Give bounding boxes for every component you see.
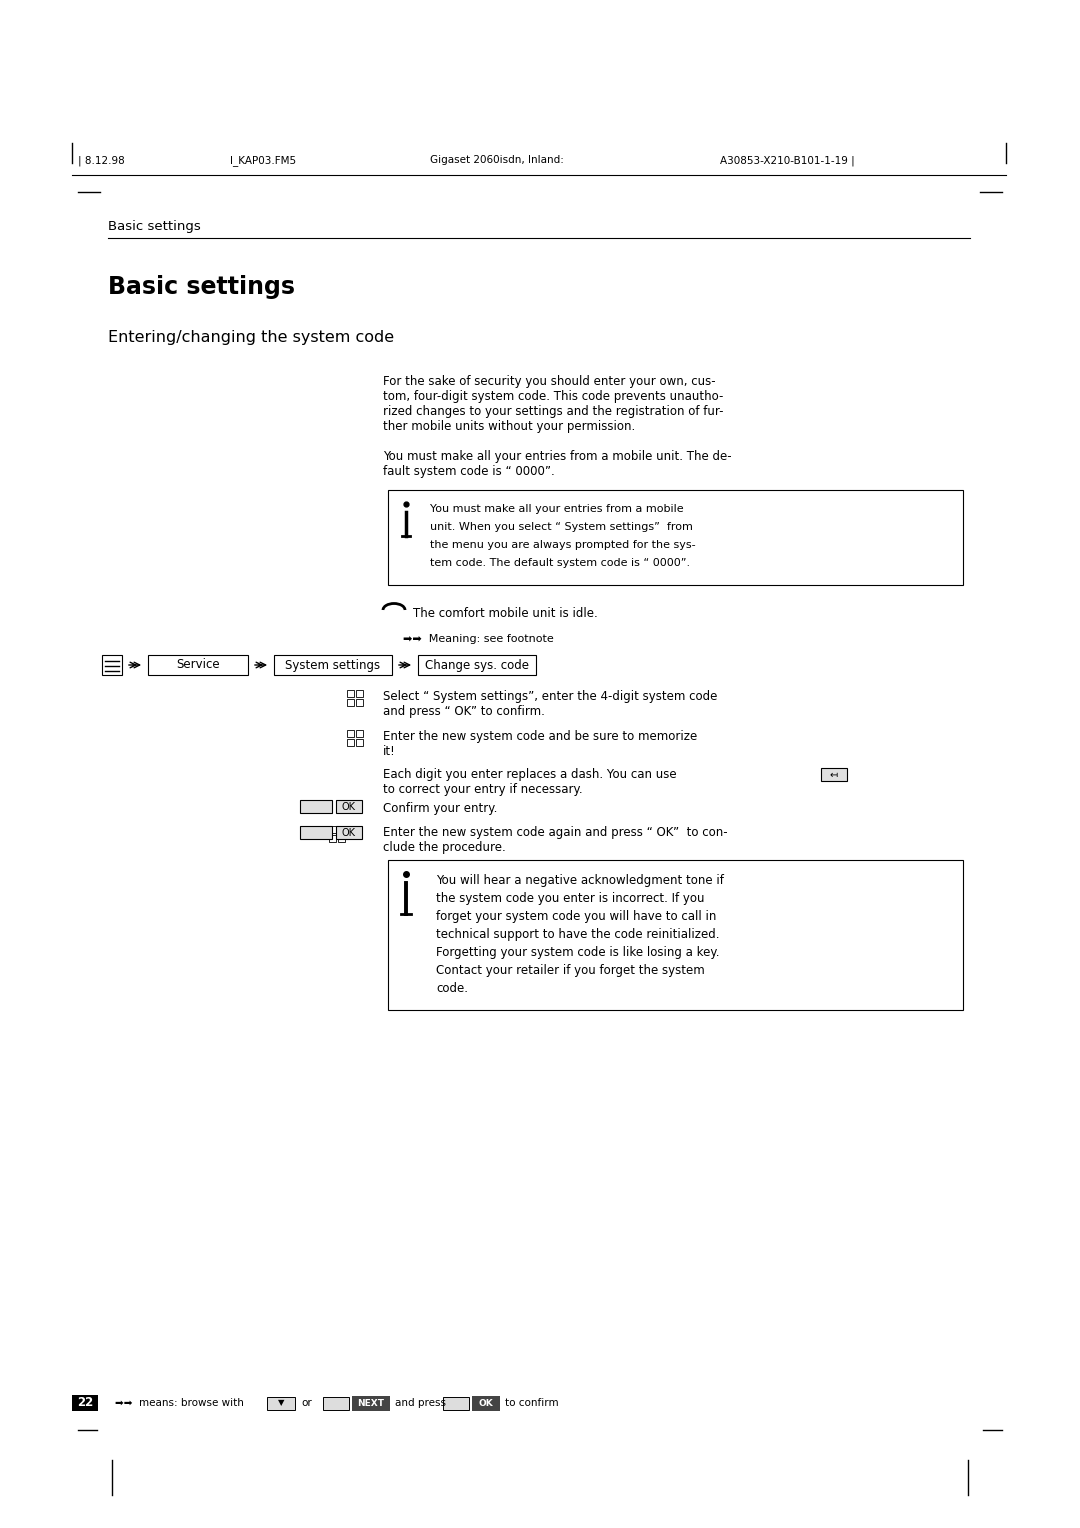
FancyBboxPatch shape [323, 1397, 349, 1409]
FancyBboxPatch shape [274, 656, 392, 675]
Text: I_KAP03.FM5: I_KAP03.FM5 [230, 154, 296, 167]
Bar [347, 740, 354, 746]
Text: | 8.12.98: | 8.12.98 [78, 154, 125, 165]
Text: Forgetting your system code is like losing a key.: Forgetting your system code is like losi… [436, 946, 719, 960]
FancyBboxPatch shape [388, 860, 963, 1010]
Text: fault system code is “ 0000”.: fault system code is “ 0000”. [383, 465, 555, 478]
FancyBboxPatch shape [821, 769, 847, 781]
FancyBboxPatch shape [148, 656, 248, 675]
Text: The comfort mobile unit is idle.: The comfort mobile unit is idle. [413, 607, 597, 620]
Bar [347, 691, 354, 697]
Text: A30853-X210-B101-1-19 |: A30853-X210-B101-1-19 | [720, 154, 854, 165]
FancyBboxPatch shape [72, 1395, 98, 1410]
Text: Basic settings: Basic settings [108, 275, 295, 299]
Text: it!: it! [383, 746, 395, 758]
Text: to confirm: to confirm [505, 1398, 558, 1407]
Text: tem code. The default system code is “ 0000”.: tem code. The default system code is “ 0… [430, 558, 690, 568]
Text: and press “ OK” to confirm.: and press “ OK” to confirm. [383, 704, 545, 718]
Text: or: or [301, 1398, 312, 1407]
Text: Each digit you enter replaces a dash. You can use: Each digit you enter replaces a dash. Yo… [383, 769, 677, 781]
FancyBboxPatch shape [336, 801, 362, 813]
FancyBboxPatch shape [102, 656, 122, 675]
FancyBboxPatch shape [336, 827, 362, 839]
Bar [347, 698, 354, 706]
Text: You will hear a negative acknowledgment tone if: You will hear a negative acknowledgment … [436, 874, 724, 886]
Text: Gigaset 2060isdn, Inland:: Gigaset 2060isdn, Inland: [430, 154, 564, 165]
Text: Confirm your entry.: Confirm your entry. [383, 802, 498, 814]
Bar [356, 698, 363, 706]
Text: technical support to have the code reinitialized.: technical support to have the code reini… [436, 927, 719, 941]
Text: Entering/changing the system code: Entering/changing the system code [108, 330, 394, 345]
Text: clude the procedure.: clude the procedure. [383, 840, 505, 854]
Text: Change sys. code: Change sys. code [426, 659, 529, 671]
Bar [356, 740, 363, 746]
Text: Contact your retailer if you forget the system: Contact your retailer if you forget the … [436, 964, 705, 976]
Text: Enter the new system code again and press “ OK”  to con-: Enter the new system code again and pres… [383, 827, 728, 839]
Text: OK: OK [478, 1398, 494, 1407]
FancyBboxPatch shape [352, 1395, 390, 1410]
Text: ➡➡  Meaning: see footnote: ➡➡ Meaning: see footnote [403, 634, 554, 643]
Bar [338, 834, 345, 842]
Bar [356, 730, 363, 736]
Text: You must make all your entries from a mobile: You must make all your entries from a mo… [430, 504, 684, 513]
FancyBboxPatch shape [472, 1395, 500, 1410]
FancyBboxPatch shape [267, 1397, 295, 1409]
Text: OK: OK [342, 828, 356, 837]
FancyBboxPatch shape [300, 801, 332, 813]
Text: You must make all your entries from a mobile unit. The de-: You must make all your entries from a mo… [383, 451, 731, 463]
FancyBboxPatch shape [418, 656, 536, 675]
Text: Select “ System settings”, enter the 4-digit system code: Select “ System settings”, enter the 4-d… [383, 691, 717, 703]
Bar [338, 827, 345, 833]
Text: OK: OK [342, 802, 356, 811]
Text: the menu you are always prompted for the sys-: the menu you are always prompted for the… [430, 539, 696, 550]
Text: and press: and press [395, 1398, 446, 1407]
Text: to correct your entry if necessary.: to correct your entry if necessary. [383, 782, 582, 796]
Text: ↤: ↤ [829, 770, 838, 779]
Bar [329, 834, 336, 842]
Text: unit. When you select “ System settings”  from: unit. When you select “ System settings”… [430, 523, 693, 532]
Text: rized changes to your settings and the registration of fur-: rized changes to your settings and the r… [383, 405, 724, 419]
Text: For the sake of security you should enter your own, cus-: For the sake of security you should ente… [383, 374, 716, 388]
Text: Basic settings: Basic settings [108, 220, 201, 232]
Text: tom, four-digit system code. This code prevents unautho-: tom, four-digit system code. This code p… [383, 390, 724, 403]
FancyBboxPatch shape [300, 827, 332, 839]
Text: code.: code. [436, 983, 468, 995]
Text: System settings: System settings [285, 659, 380, 671]
Text: Enter the new system code and be sure to memorize: Enter the new system code and be sure to… [383, 730, 698, 743]
Bar [356, 691, 363, 697]
Text: Service: Service [176, 659, 220, 671]
Text: ▼: ▼ [278, 1398, 284, 1407]
Text: the system code you enter is incorrect. If you: the system code you enter is incorrect. … [436, 892, 704, 905]
Bar [329, 827, 336, 833]
Text: NEXT: NEXT [357, 1398, 384, 1407]
Bar [347, 730, 354, 736]
Text: ther mobile units without your permission.: ther mobile units without your permissio… [383, 420, 635, 432]
FancyBboxPatch shape [443, 1397, 469, 1409]
FancyBboxPatch shape [388, 490, 963, 585]
Text: 22: 22 [77, 1397, 93, 1409]
Text: ➡➡  means: browse with: ➡➡ means: browse with [114, 1398, 244, 1407]
Text: forget your system code you will have to call in: forget your system code you will have to… [436, 911, 716, 923]
